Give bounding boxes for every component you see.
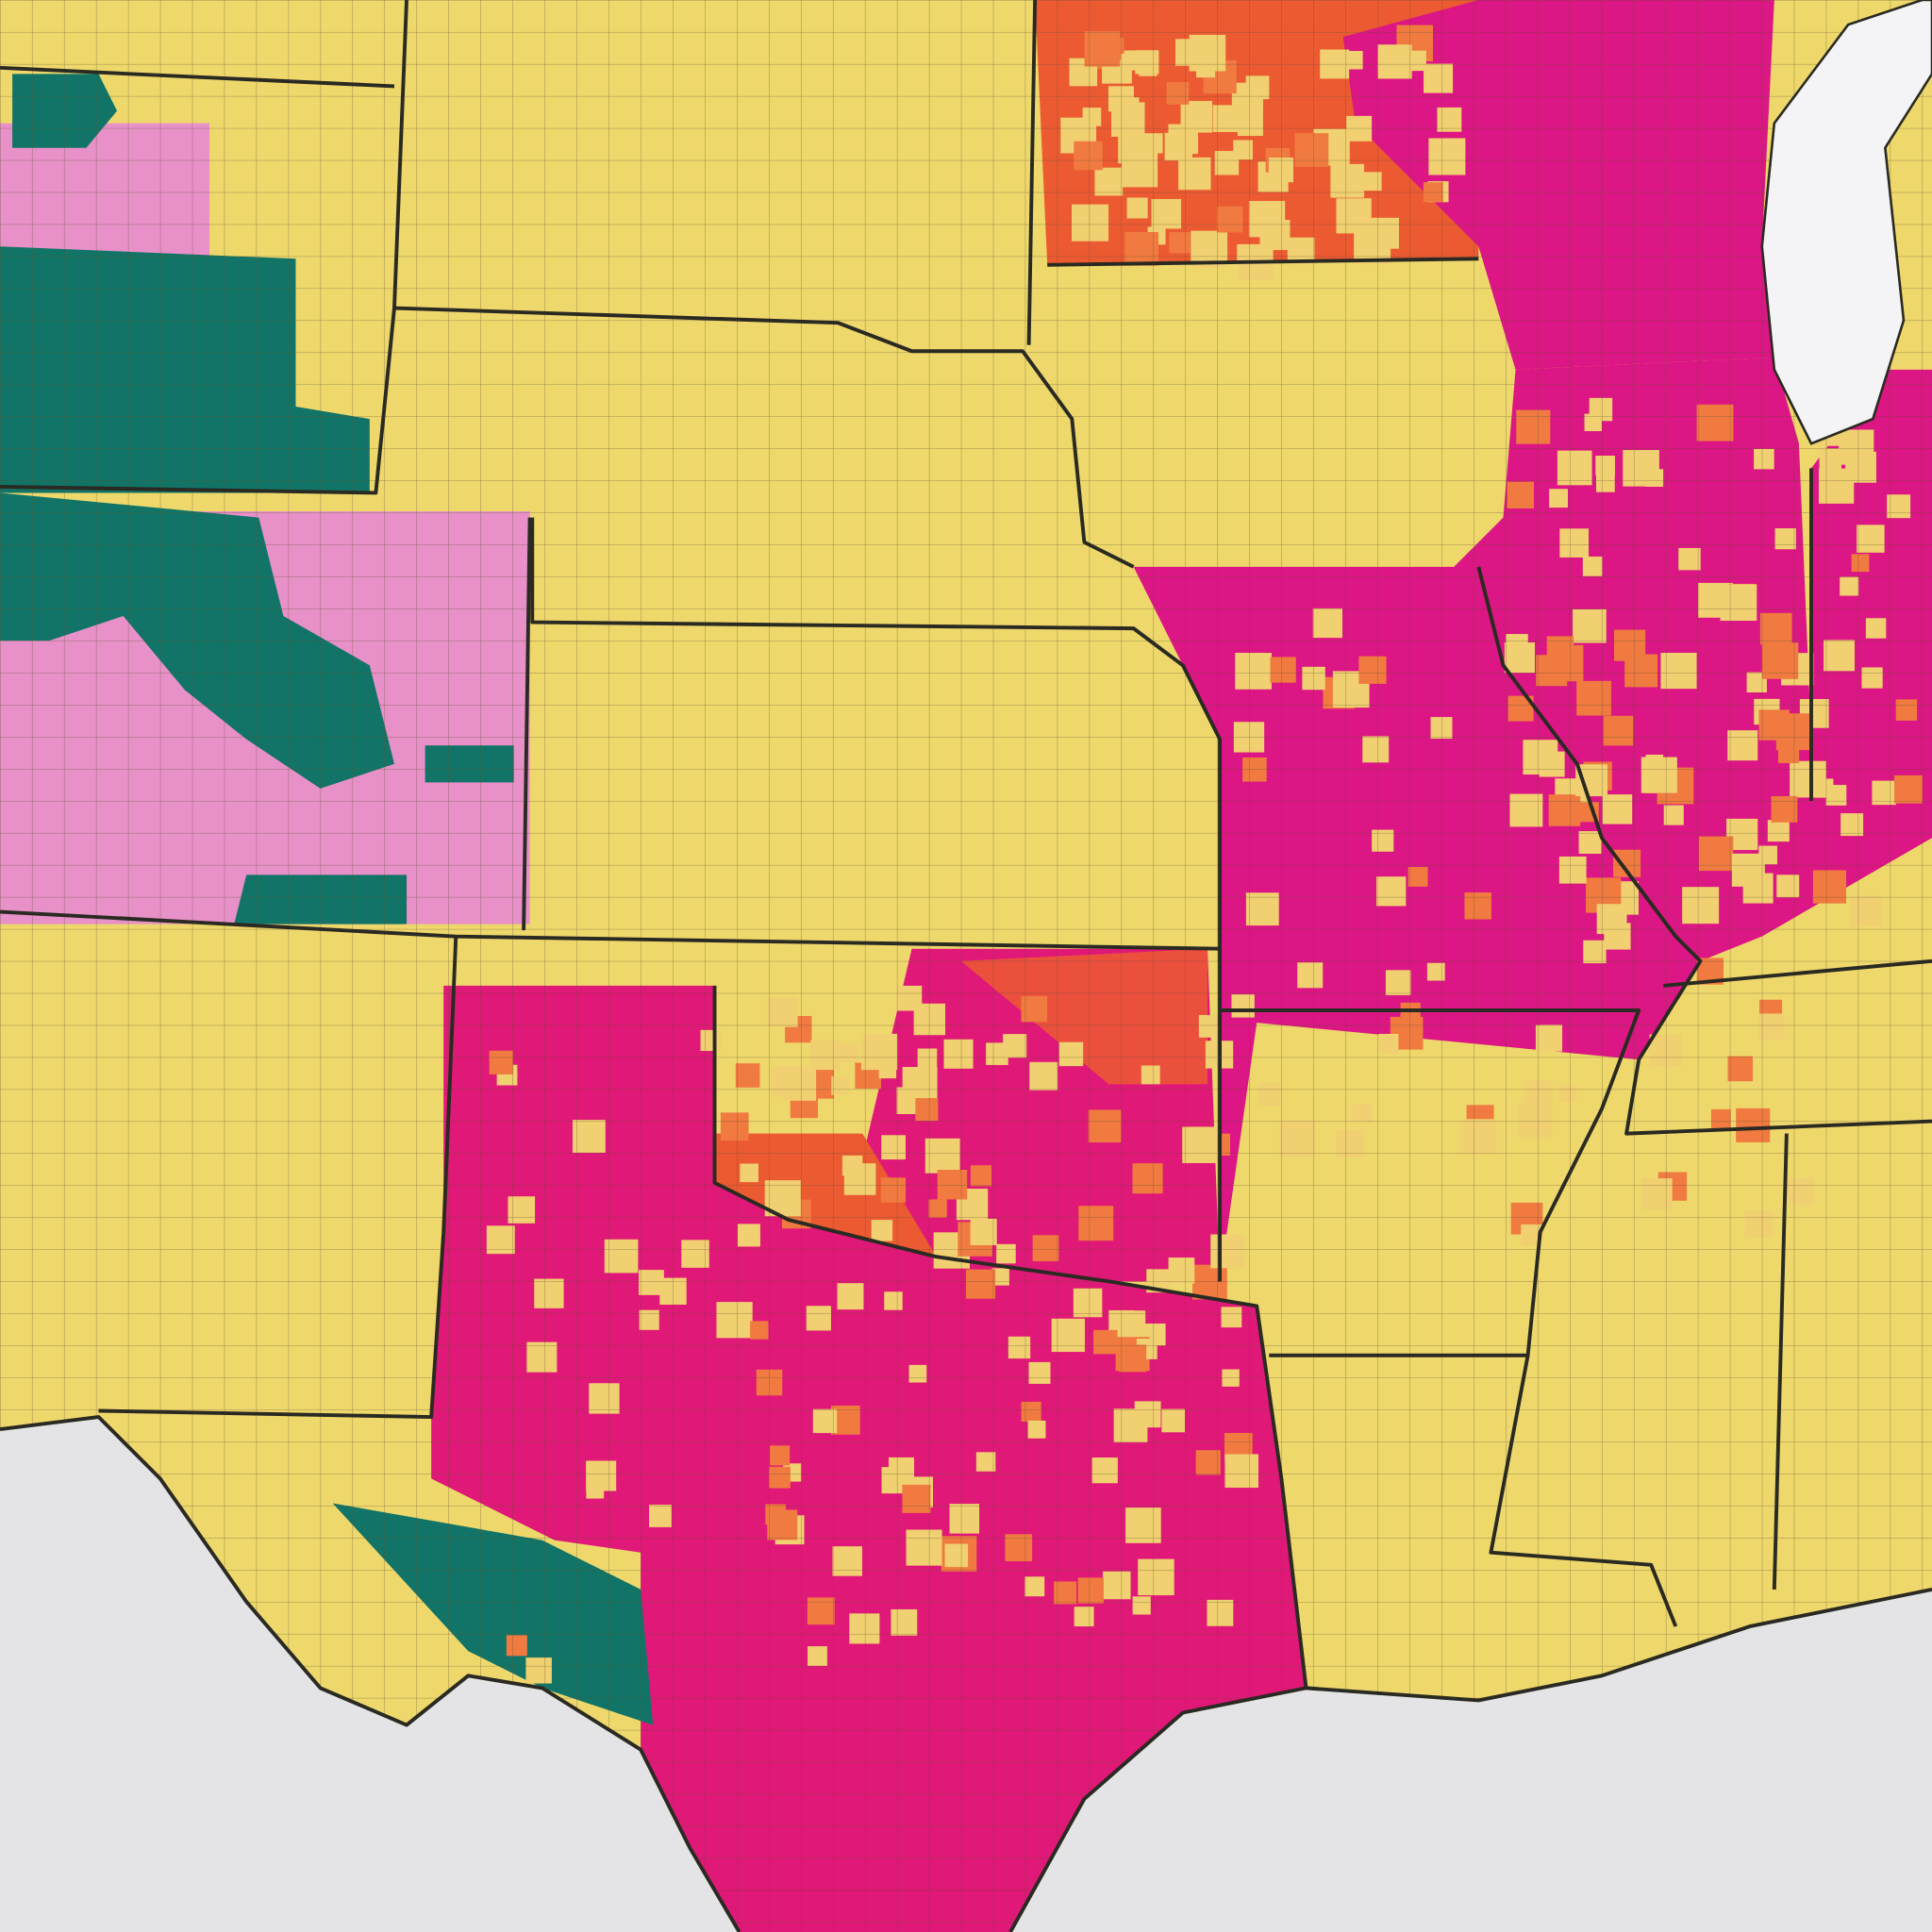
state-border — [522, 517, 532, 931]
state-border — [1220, 1008, 1678, 1627]
lake-michigan — [1760, 0, 1932, 445]
state-border — [1476, 566, 1703, 1061]
state-border — [0, 517, 1223, 951]
state-border — [0, 0, 408, 495]
state-border — [1772, 1133, 1789, 1590]
state-border — [1047, 257, 1479, 267]
state-border — [712, 985, 1308, 1689]
state-border — [1663, 958, 1932, 988]
state-border — [1624, 1058, 1932, 1136]
state-border — [1026, 0, 1038, 345]
state-border — [393, 306, 1135, 569]
coastline — [0, 1415, 1932, 1932]
state-border — [98, 936, 458, 1419]
state-border — [0, 65, 395, 89]
